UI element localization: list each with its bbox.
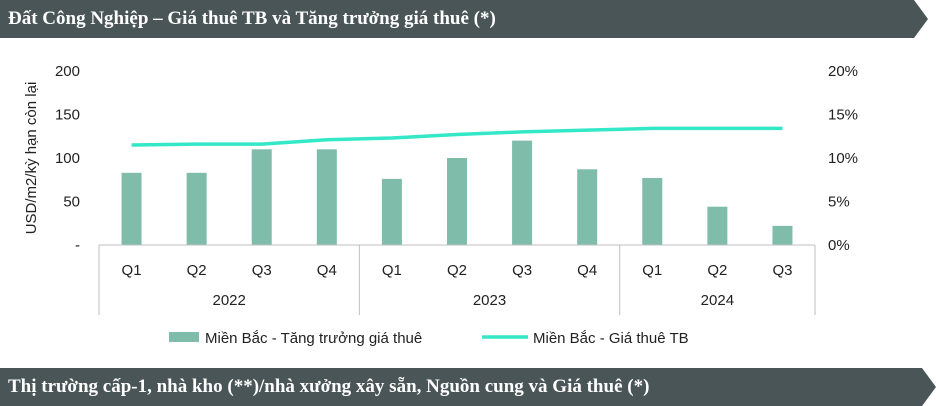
bar — [186, 172, 207, 245]
x-tick-label: Q3 — [512, 262, 532, 279]
bar — [121, 172, 142, 245]
x-group-label: 2022 — [212, 292, 245, 309]
x-axis-year-groups: 2022 2023 2024 — [212, 292, 734, 309]
bar — [251, 149, 272, 245]
x-tick-label: Q3 — [772, 262, 792, 279]
bar — [447, 158, 467, 245]
x-group-label: 2023 — [473, 292, 506, 309]
legend-swatch-rent-growth — [169, 332, 199, 342]
y-right-tick-label: 5% — [828, 194, 850, 211]
chart: 200 150 100 50 - 20% 15% 10% 5% 0% USD/m2/kỳ hạn… — [23, 63, 858, 347]
bar-series — [121, 140, 793, 245]
x-tick-label: Q2 — [447, 262, 467, 279]
y-right-tick-label: 0% — [828, 237, 850, 254]
y-left-tick-label: 50 — [63, 194, 80, 211]
bar — [772, 225, 793, 245]
y-right-tick-label: 15% — [828, 107, 858, 124]
legend-label-rent-growth: Miền Bắc - Tăng trưởng giá thuê — [205, 330, 422, 347]
x-tick-label: Q4 — [317, 262, 337, 279]
bar — [512, 140, 533, 245]
x-tick-label: Q1 — [122, 262, 142, 279]
bar — [642, 178, 663, 245]
y-axis-right-ticks: 20% 15% 10% 5% 0% — [828, 63, 858, 254]
y-left-tick-label: 200 — [55, 63, 80, 80]
legend: Miền Bắc - Tăng trưởng giá thuê Miền Bắc… — [169, 330, 689, 347]
legend-label-avg-rent: Miền Bắc - Giá thuê TB — [533, 330, 689, 347]
line-series-avg-rent — [131, 126, 783, 147]
x-tick-label: Q3 — [252, 262, 272, 279]
bar — [707, 206, 728, 245]
x-group-label: 2024 — [701, 292, 734, 309]
x-tick-label: Q2 — [707, 262, 727, 279]
next-section-banner: Thị trường cấp-1, nhà kho (**)/nhà xưởng… — [0, 368, 936, 406]
bar — [577, 169, 598, 245]
x-axis-ticks: Q1 Q2 Q3 Q4 Q1 Q2 Q3 Q4 Q1 Q2 Q3 — [122, 262, 793, 279]
y-right-tick-label: 20% — [828, 63, 858, 80]
y-axis-left-ticks: 200 150 100 50 - — [55, 63, 80, 254]
bar — [316, 149, 337, 245]
bar — [381, 178, 402, 245]
x-tick-label: Q2 — [187, 262, 207, 279]
x-tick-label: Q1 — [382, 262, 402, 279]
y-right-tick-label: 10% — [828, 150, 858, 167]
chart-header-banner: Đất Công Nghiệp – Giá thuê TB và Tăng tr… — [0, 0, 928, 38]
y-left-tick-label: 100 — [55, 150, 80, 167]
y-left-tick-label: - — [75, 237, 80, 254]
chart-header-title: Đất Công Nghiệp – Giá thuê TB và Tăng tr… — [8, 8, 496, 29]
y-axis-label: USD/m2/kỳ hạn còn lại — [23, 82, 40, 235]
axis-lines — [98, 244, 816, 315]
y-left-tick-label: 150 — [55, 107, 80, 124]
next-section-title: Thị trường cấp-1, nhà kho (**)/nhà xưởng… — [8, 376, 650, 397]
x-tick-label: Q4 — [577, 262, 597, 279]
x-tick-label: Q1 — [642, 262, 662, 279]
